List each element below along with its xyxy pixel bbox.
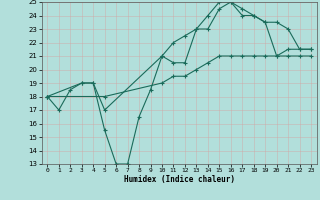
X-axis label: Humidex (Indice chaleur): Humidex (Indice chaleur) — [124, 175, 235, 184]
